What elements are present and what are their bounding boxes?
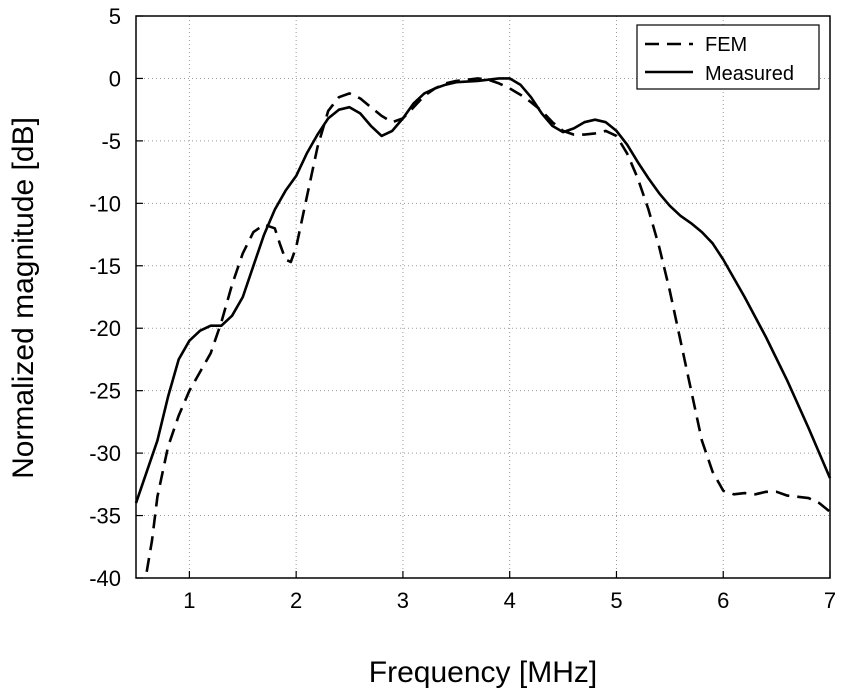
- y-tick-label: -35: [89, 504, 121, 529]
- series-line-fem: [145, 77, 831, 573]
- y-tick-label: -15: [89, 254, 121, 279]
- y-tick-label: -30: [89, 441, 121, 466]
- legend-box: [636, 24, 820, 90]
- series-layer: [134, 77, 832, 573]
- x-tick-label: 1: [183, 588, 195, 613]
- tick-labels: 1 2 3 4 5 6 7 5 0 -5 -10 -15 -20 -25 -30 -35 -40: [89, 4, 836, 613]
- y-tick-label: 0: [109, 66, 121, 91]
- x-tick-label: 2: [290, 588, 302, 613]
- ticks: [136, 15, 831, 579]
- x-tick-label: 6: [717, 588, 729, 613]
- plot-frame: [135, 15, 831, 579]
- grid: [136, 15, 831, 579]
- series-line-measured: [134, 77, 832, 504]
- x-tick-label: 7: [824, 588, 836, 613]
- y-tick-label: -25: [89, 379, 121, 404]
- y-tick-label: -20: [89, 316, 121, 341]
- y-tick-label: -10: [89, 191, 121, 216]
- y-tick-label: 5: [109, 4, 121, 29]
- x-tick-label: 3: [397, 588, 409, 613]
- y-tick-label: -5: [101, 129, 121, 154]
- x-axis-title: Frequency [MHz]: [369, 656, 597, 689]
- x-tick-label: 5: [610, 588, 622, 613]
- x-tick-label: 4: [504, 588, 516, 613]
- legend-label-measured: Measured: [705, 63, 794, 85]
- legend-label-fem: FEM: [705, 34, 747, 56]
- legend: FEM Measured: [636, 24, 820, 90]
- y-axis-title: Normalized magnitude [dB]: [7, 117, 40, 479]
- y-tick-label: -40: [89, 566, 121, 591]
